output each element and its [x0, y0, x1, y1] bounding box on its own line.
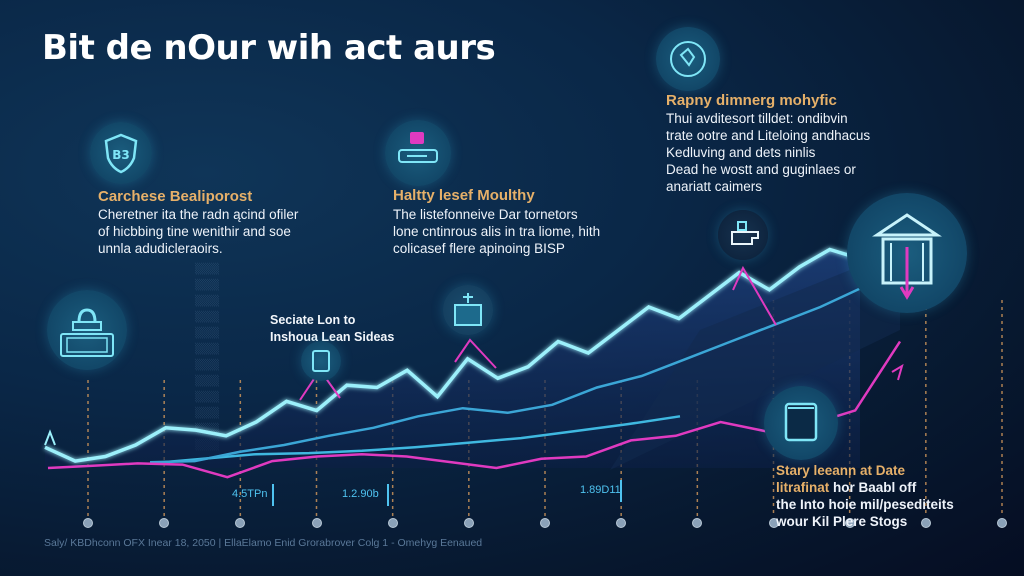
card-body-line: Thui avditesort tilldet: ondibvin: [666, 111, 848, 126]
series-line-primary: [44, 247, 861, 463]
x-axis-node: [997, 518, 1007, 528]
card-body-3: Thui avditesort tilldet: ondibvin trate …: [666, 110, 870, 195]
decorative-number-column: ▒▒▒▒ ▒▒▒▒ ▒▒▒▒ ▒▒▒▒ ▒▒▒▒ ▒▒▒▒ ▒▒▒▒ ▒▒▒▒ ▒▒▒▒ ▒▒▒▒…: [195, 264, 220, 451]
globe-icon: [656, 27, 720, 91]
vault-icon: [47, 290, 127, 370]
x-axis-node: [83, 518, 93, 528]
footer-caption: Saly/ KBDhconn OFX Inear 18, 2050 | Ella…: [44, 537, 483, 549]
card-body-line: anariatt caimers: [666, 179, 763, 194]
start-arrow: [44, 429, 56, 446]
stat-bar-3: [620, 480, 622, 502]
card-body-line: of hicbbing tine wenithir and soe: [98, 224, 291, 239]
arrow-head: [891, 363, 904, 381]
card-title-4-tail: hor Baabl off: [829, 480, 917, 495]
card-body-line: the Into hoie mil/pesediteits: [776, 497, 954, 512]
x-axis-node: [311, 518, 322, 528]
x-axis-node: [768, 518, 779, 528]
card-title-2: Haltty lesef Moulthy: [393, 187, 535, 204]
card-title-1: Carchese Bealiporost: [98, 188, 253, 205]
x-axis-node: [540, 518, 550, 528]
callout-label: Seciate Lon to Inshoua Lean Sideas: [270, 312, 394, 346]
stat-label-2: 1.2.90b: [342, 488, 379, 500]
server-rack-icon: [443, 285, 493, 335]
card-body-line: Cheretner ita the radn ącind ofiler: [98, 207, 299, 222]
callout-line: Inshoua Lean Sideas: [270, 330, 395, 344]
card-body-line: unnla adudicleraoirs.: [98, 241, 223, 256]
stat-bar-2: [387, 484, 389, 506]
x-axis-node: [616, 518, 627, 528]
callout-line: Seciate Lon to: [270, 313, 356, 327]
card-body-line: lone cntinrous alis in tra liome, hith: [393, 224, 601, 239]
document-box-icon: [764, 386, 838, 460]
card-body-4: Stary leeann at Date litrafinat hor Baab…: [776, 462, 954, 530]
svg-text:B3: B3: [112, 148, 130, 162]
series-line-secondary: [149, 285, 866, 464]
connector-peak-3: [732, 265, 777, 326]
coffee-cup-icon: [718, 210, 768, 260]
card-body-2: The listefonneive Dar tornetors lone cnt…: [393, 206, 600, 257]
page-title: Bit de nOur wih act aurs: [42, 28, 496, 68]
card-body-1: Cheretner ita the radn ącind ofiler of h…: [98, 206, 298, 257]
card-title-4-cont: litrafinat: [776, 480, 830, 495]
cursor-badge-icon: [301, 341, 341, 381]
card-body-line: colicasef flere apinoing BISP: [393, 241, 565, 256]
x-axis-node: [463, 518, 474, 528]
stat-label-3: 1.89D11: [580, 484, 621, 496]
card-body-line: trate ootre and Liteloing andhacus: [666, 128, 871, 143]
card-body-line: The listefonneive Dar tornetors: [393, 207, 578, 222]
card-body-line: Kedluving and dets ninlis: [666, 145, 816, 160]
x-axis-node: [235, 518, 246, 528]
x-axis-node: [387, 518, 398, 528]
x-axis-node: [844, 518, 855, 528]
series-line-magenta: [47, 340, 902, 479]
card-body-line: Dead he wostt and guginlaes or: [666, 162, 856, 177]
card-title-4: Stary leeann at Date: [776, 463, 906, 478]
card-body-line: wour Kil Plere Stogs: [776, 514, 908, 529]
stat-bar-1: [272, 484, 274, 506]
x-axis-node: [920, 518, 931, 528]
stat-label-1: 4.5TPn: [232, 488, 268, 500]
series-line-baseline: [149, 415, 681, 465]
shield-icon: B3: [90, 122, 152, 184]
x-axis-node: [159, 518, 170, 528]
bank-icon: [847, 193, 967, 313]
connector-peak-2: [454, 338, 497, 369]
x-axis-node: [692, 518, 703, 528]
lock-card-icon: [385, 120, 451, 186]
card-title-3: Rapny dimnerg mohyfic: [666, 92, 837, 109]
